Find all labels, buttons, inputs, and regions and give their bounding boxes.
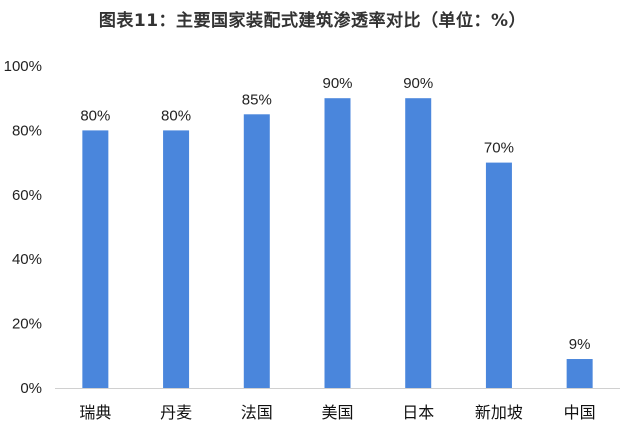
y-tick-label: 40% xyxy=(12,251,42,268)
bar-3 xyxy=(243,114,270,389)
data-label: 85% xyxy=(242,91,272,108)
x-tick-label: 瑞典 xyxy=(79,403,111,422)
y-tick-label: 100% xyxy=(4,58,42,75)
chart-title: 图表11：主要国家装配式建筑渗透率对比（单位：%） xyxy=(98,11,527,31)
x-tick-label: 新加坡 xyxy=(475,403,523,422)
bar-6 xyxy=(485,162,512,388)
bar-1 xyxy=(82,130,109,388)
bar-5 xyxy=(405,98,432,388)
data-label: 90% xyxy=(403,75,433,92)
x-tick-label: 法国 xyxy=(241,403,273,422)
x-tick-label: 丹麦 xyxy=(160,403,192,422)
bar-7 xyxy=(566,359,593,388)
y-tick-label: 20% xyxy=(12,316,42,333)
data-label: 90% xyxy=(322,75,352,92)
x-tick-label: 日本 xyxy=(402,403,434,422)
y-tick-label: 0% xyxy=(20,380,42,397)
y-tick-label: 60% xyxy=(12,187,42,204)
y-tick-label: 80% xyxy=(12,122,42,139)
x-tick-label: 美国 xyxy=(321,403,353,422)
data-label: 80% xyxy=(80,107,110,124)
data-label: 9% xyxy=(569,336,591,353)
data-label: 70% xyxy=(484,140,514,157)
bar-2 xyxy=(163,130,190,388)
bar-4 xyxy=(324,98,351,388)
data-label: 80% xyxy=(161,107,191,124)
x-tick-label: 中国 xyxy=(564,403,596,422)
